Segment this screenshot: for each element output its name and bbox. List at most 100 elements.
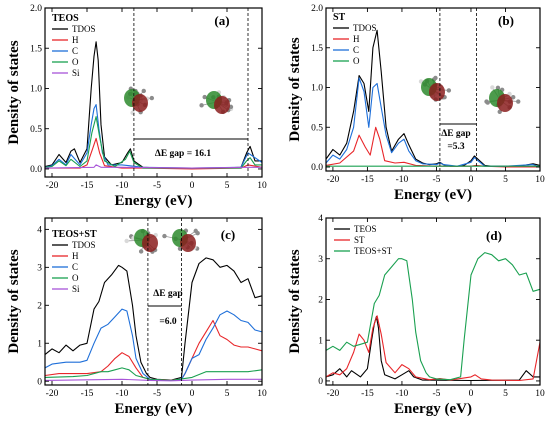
series-line-teos-plus-st	[325, 252, 541, 381]
legend-label: Si	[72, 284, 80, 294]
x-tick-label: -20	[327, 389, 340, 399]
y-tick-label: 1.0	[311, 84, 323, 94]
orbital-lobe	[214, 96, 230, 114]
atom	[433, 75, 438, 81]
y-tick-label: 2.0	[311, 4, 323, 14]
legend-label: TDOS	[72, 24, 96, 34]
legend-entry: ST	[334, 235, 365, 245]
orbital-lobe	[142, 234, 158, 252]
x-tick-label: 5	[225, 389, 230, 399]
legend-entry: O	[52, 57, 79, 67]
gap-label: ΔE gap	[153, 289, 182, 299]
y-tick-label: 1.5	[311, 44, 323, 54]
series-line-o	[44, 367, 263, 381]
series-line-si	[44, 378, 262, 382]
panel-letter: (b)	[498, 13, 514, 28]
legend-entry: TDOS	[52, 240, 96, 250]
atom	[446, 88, 452, 93]
panel-letter: (d)	[486, 228, 502, 243]
y-tick-label: 2	[318, 296, 323, 306]
y-tick-label: 0.5	[311, 123, 323, 133]
y-axis-label: Density of states	[6, 249, 22, 353]
legend-title: ST	[333, 12, 346, 23]
y-axis-label: Density of states	[287, 37, 303, 141]
legend-label: O	[72, 57, 79, 67]
legend-entry: C	[333, 45, 359, 55]
orbital-lobe	[497, 94, 513, 112]
plot-frame	[44, 217, 263, 386]
gap-label-value: =6.0	[159, 317, 177, 327]
panel-d: -20 -15 -10 -5 0 5 10 0 1 2 3 4 Energy (eV) Density o…	[287, 214, 545, 417]
atom	[495, 85, 501, 91]
x-axis-label: Energy (eV)	[115, 193, 193, 209]
x-tick-label: -20	[327, 175, 340, 185]
x-tick-label: -15	[81, 389, 94, 399]
molecule-orbital-icon	[124, 228, 158, 254]
orbital-lobe	[429, 83, 445, 101]
atom	[484, 99, 489, 104]
molecule-orbital-icon	[124, 86, 155, 116]
x-tick-label: 10	[257, 181, 267, 191]
panel-a: ΔE gap = 16.1 -20 -15 -10 -5 0 5 10 0.0 0.5 1.0 1.5…	[6, 4, 267, 209]
x-axis-label: Energy (eV)	[394, 187, 472, 203]
y-tick-label: 0.5	[30, 125, 42, 135]
series-line-c	[44, 104, 263, 169]
plot-frame	[325, 217, 541, 386]
legend-entry: H	[333, 34, 360, 44]
x-tick-label: 0	[469, 175, 474, 185]
atom	[149, 95, 155, 101]
series-line-st	[325, 315, 541, 382]
x-tick-label: 0	[469, 389, 474, 399]
x-tick-label: -10	[116, 389, 129, 399]
series-line-tdos	[44, 257, 263, 381]
x-tick-label: -10	[396, 389, 409, 399]
x-tick-label: 10	[535, 175, 545, 185]
x-tick-label: -5	[153, 389, 161, 399]
y-tick-label: 1.5	[30, 44, 42, 54]
legend-entry: O	[52, 273, 79, 283]
x-tick-label: -5	[432, 175, 440, 185]
legend-entry: TDOS	[52, 24, 96, 34]
x-tick-label: -5	[432, 389, 440, 399]
molecule-orbital-icon	[199, 90, 234, 115]
x-tick-label: -15	[361, 389, 374, 399]
legend-entry: TEOS	[334, 224, 377, 234]
atom	[511, 95, 516, 100]
x-tick-label: 10	[257, 389, 267, 399]
atom	[138, 249, 144, 254]
plot-frame	[325, 7, 541, 172]
x-tick-label: 0	[190, 181, 195, 191]
legend-entry: H	[52, 251, 79, 261]
atom	[199, 103, 204, 108]
y-tick-label: 4	[37, 226, 42, 236]
plot-frame	[44, 7, 263, 178]
series-line-h	[325, 126, 540, 168]
legend-label: TEOS+ST	[354, 246, 393, 256]
legend-entry: Si	[52, 284, 80, 294]
legend-label: H	[72, 35, 79, 45]
y-tick-label: 2	[37, 301, 42, 311]
atom	[202, 94, 207, 100]
x-tick-label: -5	[153, 181, 161, 191]
legend-label: TDOS	[72, 240, 96, 250]
legend-label: ST	[354, 235, 365, 245]
y-tick-label: 0.0	[311, 163, 323, 173]
y-tick-label: 0.0	[30, 165, 42, 175]
legend-entry: TEOS+ST	[334, 246, 393, 256]
x-tick-label: -20	[46, 181, 59, 191]
x-tick-label: -20	[46, 389, 59, 399]
orbital-lobe	[132, 94, 148, 112]
x-tick-label: 0	[190, 389, 195, 399]
legend-entry: Si	[52, 68, 80, 78]
legend-label: TDOS	[353, 23, 377, 33]
legend-label: TEOS	[354, 224, 377, 234]
x-tick-label: 5	[503, 175, 508, 185]
y-axis-label: Density of states	[287, 249, 303, 353]
legend-entry: C	[52, 46, 78, 56]
x-axis-label: Energy (eV)	[394, 401, 472, 417]
series-line-o	[44, 116, 262, 169]
molecule-orbital-icon	[484, 85, 521, 114]
atom	[141, 88, 146, 94]
atom	[124, 238, 129, 244]
x-tick-label: -10	[116, 181, 129, 191]
